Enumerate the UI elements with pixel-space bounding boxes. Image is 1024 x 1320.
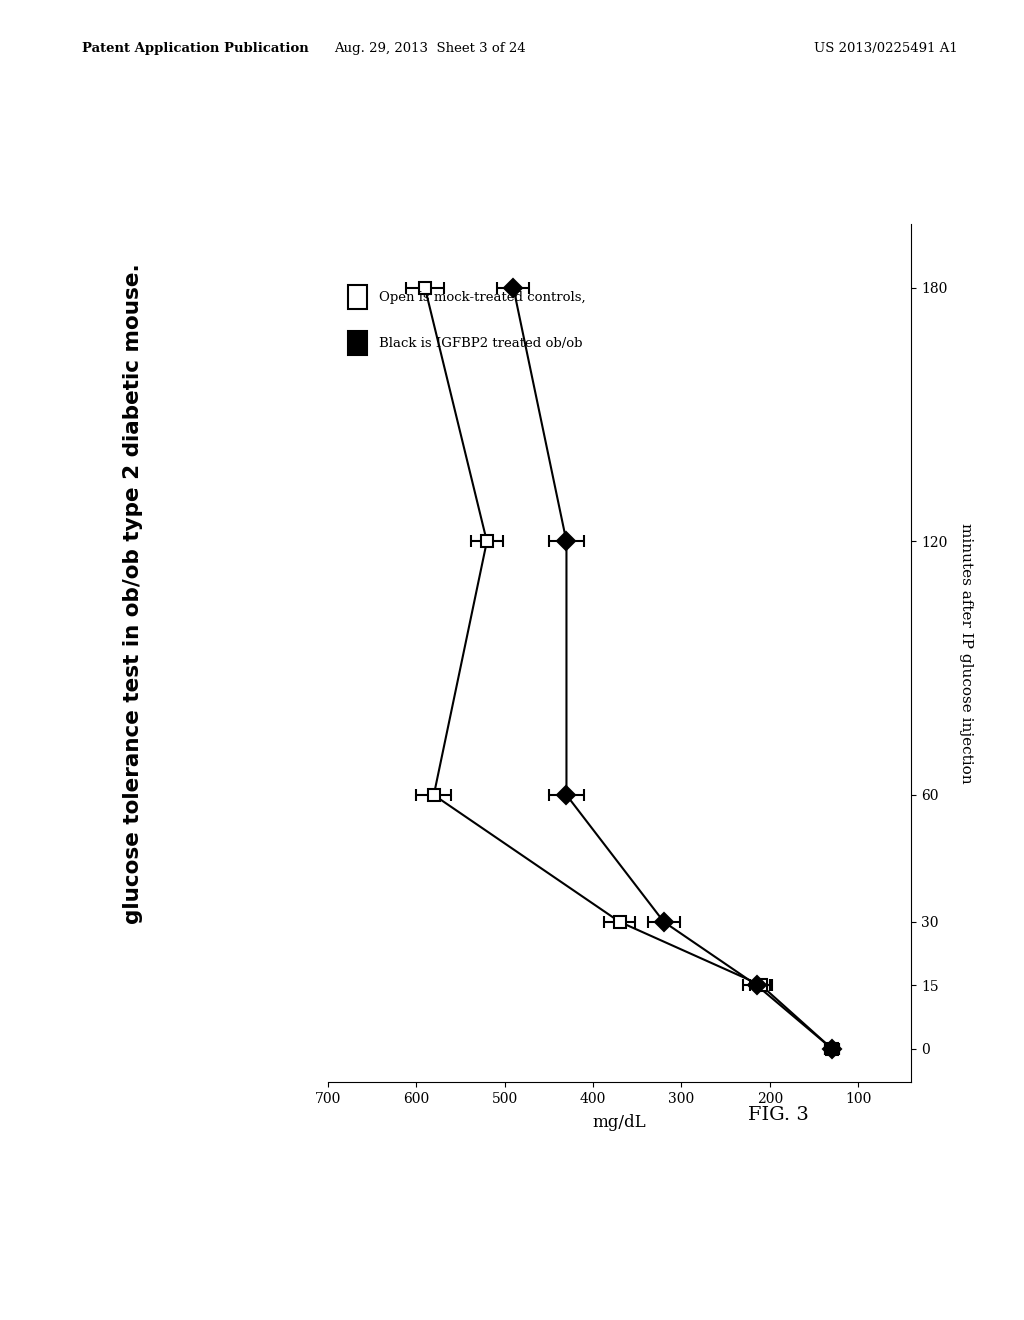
- Text: Open is mock-treated controls,: Open is mock-treated controls,: [379, 290, 586, 304]
- Text: glucose tolerance test in ob/ob type 2 diabetic mouse.: glucose tolerance test in ob/ob type 2 d…: [123, 264, 143, 924]
- Text: Black is IGFBP2 treated ob/ob: Black is IGFBP2 treated ob/ob: [379, 337, 583, 350]
- Text: FIG. 3: FIG. 3: [748, 1106, 809, 1125]
- Y-axis label: minutes after IP glucose injection: minutes after IP glucose injection: [958, 523, 973, 784]
- Text: Patent Application Publication: Patent Application Publication: [82, 42, 308, 55]
- Text: US 2013/0225491 A1: US 2013/0225491 A1: [814, 42, 957, 55]
- Text: Aug. 29, 2013  Sheet 3 of 24: Aug. 29, 2013 Sheet 3 of 24: [334, 42, 526, 55]
- X-axis label: mg/dL: mg/dL: [593, 1114, 646, 1131]
